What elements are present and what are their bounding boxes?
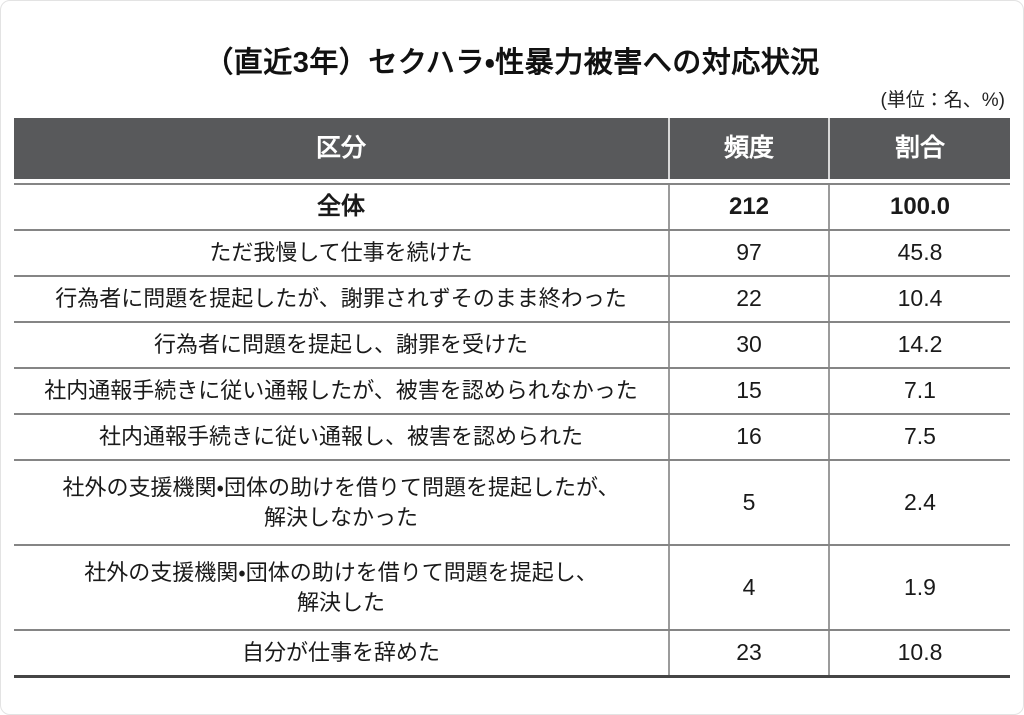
row-frequency: 30 (668, 323, 828, 367)
row-label: 行為者に問題を提起し、謝罪を受けた (153, 332, 528, 358)
row-label: 自分が仕事を辞めた (241, 640, 440, 666)
unit-note: (単位：名、%) (880, 90, 1005, 111)
row-frequency: 212 (668, 185, 828, 229)
table-row: ただ我慢して仕事を続けた 97 45.8 (14, 229, 1010, 275)
row-frequency: 97 (668, 231, 828, 275)
row-label: 全体 (317, 192, 365, 220)
page-title: （直近3年）セクハラ・性暴力被害への対応状況 (204, 47, 820, 79)
row-frequency: 15 (668, 369, 828, 413)
row-label: ただ我慢して仕事を続けた (209, 240, 473, 266)
table-row: 社外の支援機関・団体の助けを借りて問題を提起し、 解決した 4 1.9 (14, 544, 1010, 629)
table-row: 社内通報手続きに従い通報したが、被害を認められなかった 15 7.1 (14, 367, 1010, 413)
row-label: 社内通報手続きに従い通報したが、被害を認められなかった (44, 378, 638, 404)
row-ratio: 1.9 (828, 546, 1010, 629)
row-ratio: 7.5 (828, 415, 1010, 459)
row-ratio: 100.0 (828, 185, 1010, 229)
table-row: 行為者に問題を提起したが、謝罪されずそのまま終わった 22 10.4 (14, 275, 1010, 321)
row-ratio: 2.4 (828, 461, 1010, 544)
header-frequency: 頻度 (668, 118, 828, 179)
table-row: 社外の支援機関・団体の助けを借りて問題を提起したが、 解決しなかった 5 2.4 (14, 459, 1010, 544)
row-label: 社外の支援機関・団体の助けを借りて問題を提起し、 解決した (84, 559, 598, 615)
row-frequency: 5 (668, 461, 828, 544)
header-ratio: 割合 (828, 118, 1010, 179)
row-ratio: 7.1 (828, 369, 1010, 413)
row-label: 行為者に問題を提起したが、謝罪されずそのまま終わった (55, 286, 627, 312)
response-status-table: 区分 頻度 割合 全体 212 100.0 ただ我慢して仕事を続けた 97 45… (14, 118, 1010, 678)
row-ratio: 14.2 (828, 323, 1010, 367)
table-row: 自分が仕事を辞めた 23 10.8 (14, 629, 1010, 675)
table-row: 社内通報手続きに従い通報し、被害を認められた 16 7.5 (14, 413, 1010, 459)
header-category: 区分 (315, 133, 366, 162)
table-row: 行為者に問題を提起し、謝罪を受けた 30 14.2 (14, 321, 1010, 367)
row-ratio: 10.8 (828, 631, 1010, 675)
table-row-total: 全体 212 100.0 (14, 183, 1010, 229)
row-ratio: 10.4 (828, 277, 1010, 321)
row-label: 社内通報手続きに従い通報し、被害を認められた (98, 424, 583, 450)
row-frequency: 22 (668, 277, 828, 321)
row-frequency: 23 (668, 631, 828, 675)
row-label: 社外の支援機関・団体の助けを借りて問題を提起したが、 解決しなかった (62, 474, 620, 530)
row-frequency: 16 (668, 415, 828, 459)
row-ratio: 45.8 (828, 231, 1010, 275)
table-header-row: 区分 頻度 割合 (14, 118, 1010, 179)
row-frequency: 4 (668, 546, 828, 629)
